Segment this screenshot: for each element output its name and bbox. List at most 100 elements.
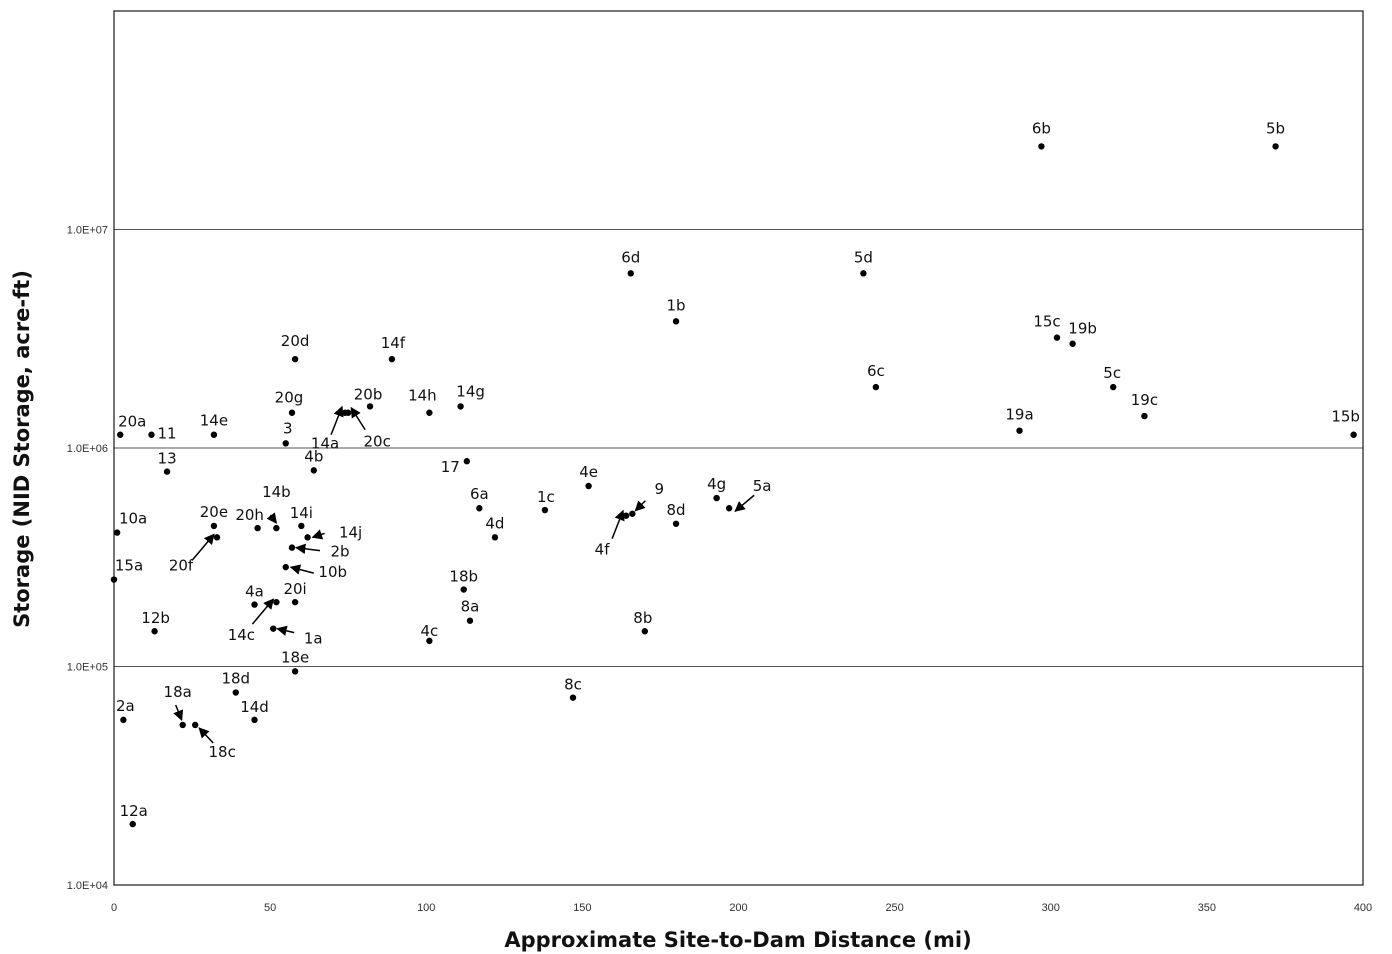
data-point-18c: [191, 721, 199, 729]
data-point-10b: [282, 563, 289, 571]
x-axis-ticks: 0 50 100 150 200 250 300 350 400: [111, 902, 1372, 914]
point-labels: 6b 5b 6d 5d 1b 15c 19b 20d 14f 6c 5c 20b 14g 14h 20g 14…: [115, 119, 1360, 820]
point-label-2b: 2b: [330, 543, 349, 561]
data-point-1b: [672, 318, 680, 325]
point-label-18c: 18c: [209, 743, 236, 761]
data-point-4f: [622, 512, 630, 519]
data-point-12b: [151, 628, 158, 635]
leader-arrow-1a: [276, 625, 295, 636]
point-label-19c: 19c: [1131, 391, 1158, 409]
data-point-6b: [1038, 143, 1045, 150]
gridlines: [114, 229, 1363, 667]
data-point-6d: [627, 270, 634, 277]
point-label-15b: 15b: [1331, 408, 1360, 426]
data-point-4b: [310, 467, 318, 474]
data-point-10a: [113, 529, 121, 536]
data-point-14b: [273, 524, 280, 532]
data-point-11: [148, 431, 155, 438]
point-label-14g: 14g: [456, 382, 485, 400]
point-label-20b: 20b: [354, 385, 383, 403]
point-label-10a: 10a: [119, 510, 147, 528]
point-label-13: 13: [158, 450, 177, 468]
data-point-20i: [291, 598, 299, 606]
leader-arrow-14j: [311, 529, 325, 540]
data-point-4e: [585, 482, 592, 490]
point-label-14b: 14b: [262, 483, 291, 501]
point-label-15c: 15c: [1033, 313, 1060, 331]
data-point-1a: [270, 625, 277, 632]
data-point-15c: [1053, 334, 1061, 341]
point-label-4g: 4g: [707, 475, 726, 493]
point-label-20h: 20h: [235, 506, 264, 524]
data-point-18e: [291, 668, 299, 675]
leader-arrow-5a: [734, 494, 755, 512]
point-label-18d: 18d: [221, 670, 250, 688]
plot-area-frame: [113, 10, 1364, 886]
leader-arrow-2b: [294, 543, 321, 555]
point-label-5b: 5b: [1266, 119, 1285, 137]
data-point-14h: [426, 409, 433, 416]
x-tick-label: 350: [1198, 902, 1216, 914]
data-point-2a: [120, 716, 127, 724]
point-label-20i: 20i: [283, 580, 306, 598]
point-label-11: 11: [157, 425, 176, 443]
point-label-14c: 14c: [228, 626, 255, 644]
point-label-5d: 5d: [854, 248, 873, 266]
x-tick-label: 300: [1042, 902, 1060, 914]
data-point-3: [282, 440, 289, 447]
x-tick-label: 250: [885, 902, 903, 914]
x-tick-label: 0: [111, 902, 117, 914]
x-axis-title: Approximate Site-to-Dam Distance (mi): [504, 928, 971, 952]
point-label-14f: 14f: [381, 334, 406, 352]
point-label-18e: 18e: [281, 648, 309, 666]
data-point-4c: [426, 637, 433, 645]
data-point-18a: [179, 721, 186, 729]
data-point-6a: [476, 505, 483, 512]
leader-arrow-20c: [350, 406, 366, 431]
point-label-12b: 12b: [141, 609, 170, 627]
y-tick-label: 1.0E+06: [67, 443, 108, 455]
point-label-6b: 6b: [1032, 119, 1051, 137]
data-point-20d: [291, 355, 299, 363]
leader-arrow-4f: [611, 509, 625, 539]
data-point-4g: [713, 494, 720, 502]
y-axis-ticks: 1.0E+04 1.0E+05 1.0E+06 1.0E+07: [67, 225, 108, 893]
data-point-19a: [1016, 427, 1023, 434]
y-axis-title: Storage (NID Storage, acre-ft): [10, 270, 34, 628]
point-label-8b: 8b: [633, 609, 652, 627]
leader-arrow-14a: [330, 405, 344, 436]
point-label-4f: 4f: [595, 541, 611, 559]
leader-arrow-18a: [173, 704, 184, 721]
leader-arrow-18c: [198, 727, 214, 744]
point-label-20f: 20f: [169, 556, 194, 574]
data-point-2b: [288, 544, 296, 551]
point-label-14a: 14a: [311, 435, 339, 453]
point-label-14h: 14h: [408, 387, 437, 405]
data-point-4d: [491, 534, 499, 541]
data-point-14c: [273, 598, 280, 606]
data-point-13: [163, 468, 171, 475]
data-point-17: [463, 458, 471, 465]
x-tick-label: 150: [573, 902, 591, 914]
point-label-8a: 8a: [461, 598, 480, 616]
leader-arrow-14b: [266, 512, 277, 524]
data-point-5a: [725, 505, 733, 512]
x-tick-label: 200: [729, 902, 747, 914]
x-tick-label: 50: [264, 902, 276, 914]
point-label-5a: 5a: [753, 477, 772, 495]
data-point-6c: [872, 383, 880, 391]
point-label-20g: 20g: [275, 389, 304, 407]
point-label-8c: 8c: [564, 676, 582, 694]
point-label-14d: 14d: [240, 698, 269, 716]
data-point-20h: [254, 524, 261, 532]
point-label-4c: 4c: [420, 622, 438, 640]
data-point-20b: [366, 403, 374, 410]
data-point-18d: [232, 689, 239, 696]
data-point-19b: [1069, 340, 1076, 347]
point-label-20e: 20e: [200, 503, 228, 521]
data-points: [110, 143, 1357, 828]
x-tick-label: 100: [417, 902, 435, 914]
point-label-1b: 1b: [667, 296, 686, 314]
point-label-14j: 14j: [339, 523, 362, 541]
data-point-14j: [304, 534, 311, 541]
